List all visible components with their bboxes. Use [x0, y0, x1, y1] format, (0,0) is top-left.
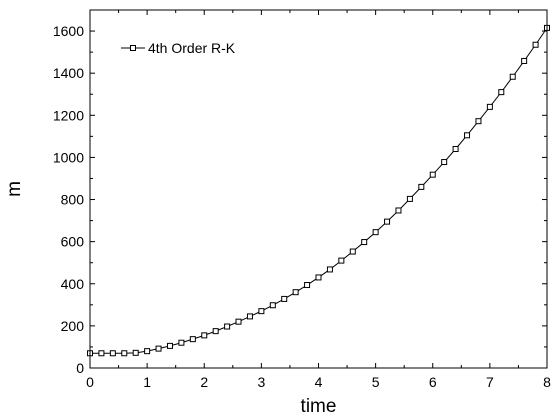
data-point [281, 295, 288, 302]
y-tick-label: 600 [61, 234, 85, 250]
data-point [109, 350, 116, 357]
series-line [90, 27, 548, 354]
x-tick-label: 3 [257, 374, 265, 390]
y-tick-label: 1600 [53, 23, 84, 39]
data-point [395, 207, 402, 214]
data-point [338, 257, 345, 264]
data-point [144, 348, 151, 355]
data-point [269, 302, 276, 309]
x-tick-label: 7 [486, 374, 494, 390]
data-point [258, 308, 265, 315]
data-point [166, 342, 173, 349]
legend-marker [130, 45, 136, 51]
data-point [498, 89, 505, 96]
data-point [406, 195, 413, 202]
data-point [361, 239, 368, 246]
x-tick-label: 8 [543, 374, 551, 390]
data-point [212, 328, 219, 335]
x-tick-label: 6 [429, 374, 437, 390]
data-point [246, 313, 253, 320]
data-point [304, 282, 311, 289]
data-point [521, 57, 528, 64]
x-tick-label: 2 [200, 374, 208, 390]
data-point [349, 248, 356, 255]
data-point [121, 350, 128, 357]
data-point [532, 41, 539, 48]
data-point [98, 350, 105, 357]
data-point [464, 132, 471, 139]
data-point [201, 332, 208, 339]
y-tick-label: 1000 [53, 149, 84, 165]
legend-label: 4th Order R-K [148, 40, 236, 56]
data-point [155, 345, 162, 352]
y-tick-label: 200 [61, 318, 85, 334]
y-tick-label: 1400 [53, 65, 84, 81]
data-point [418, 183, 425, 190]
data-point [372, 229, 379, 236]
series-layer [87, 24, 550, 357]
data-point [475, 118, 482, 125]
x-tick-label: 1 [143, 374, 151, 390]
y-tick-label: 400 [61, 276, 85, 292]
y-axis-title: m [4, 181, 25, 197]
data-point [132, 349, 139, 356]
plot-frame [89, 9, 548, 369]
data-point [326, 266, 333, 273]
x-axis-title: time [301, 396, 337, 417]
data-point [429, 171, 436, 178]
legend: 4th Order R-K [121, 40, 236, 56]
y-tick-label: 800 [61, 192, 85, 208]
tick-labels: 0 1 2 3 4 5 6 7 8 0 200 400 600 800 1000 1200 1400 1600 [53, 23, 551, 390]
data-point [441, 159, 448, 166]
data-point [292, 289, 299, 296]
ticks [89, 10, 548, 369]
x-tick-label: 0 [86, 374, 94, 390]
y-tick-label: 0 [76, 360, 84, 376]
data-point [224, 323, 231, 330]
data-point [315, 274, 322, 281]
data-point [178, 339, 185, 346]
data-point [509, 73, 516, 80]
data-point [486, 103, 493, 110]
x-tick-label: 5 [372, 374, 380, 390]
data-point [235, 318, 242, 325]
y-tick-label: 1200 [53, 107, 84, 123]
data-point [452, 145, 459, 152]
data-point [189, 336, 196, 343]
data-point [384, 218, 391, 225]
x-tick-label: 4 [315, 374, 323, 390]
